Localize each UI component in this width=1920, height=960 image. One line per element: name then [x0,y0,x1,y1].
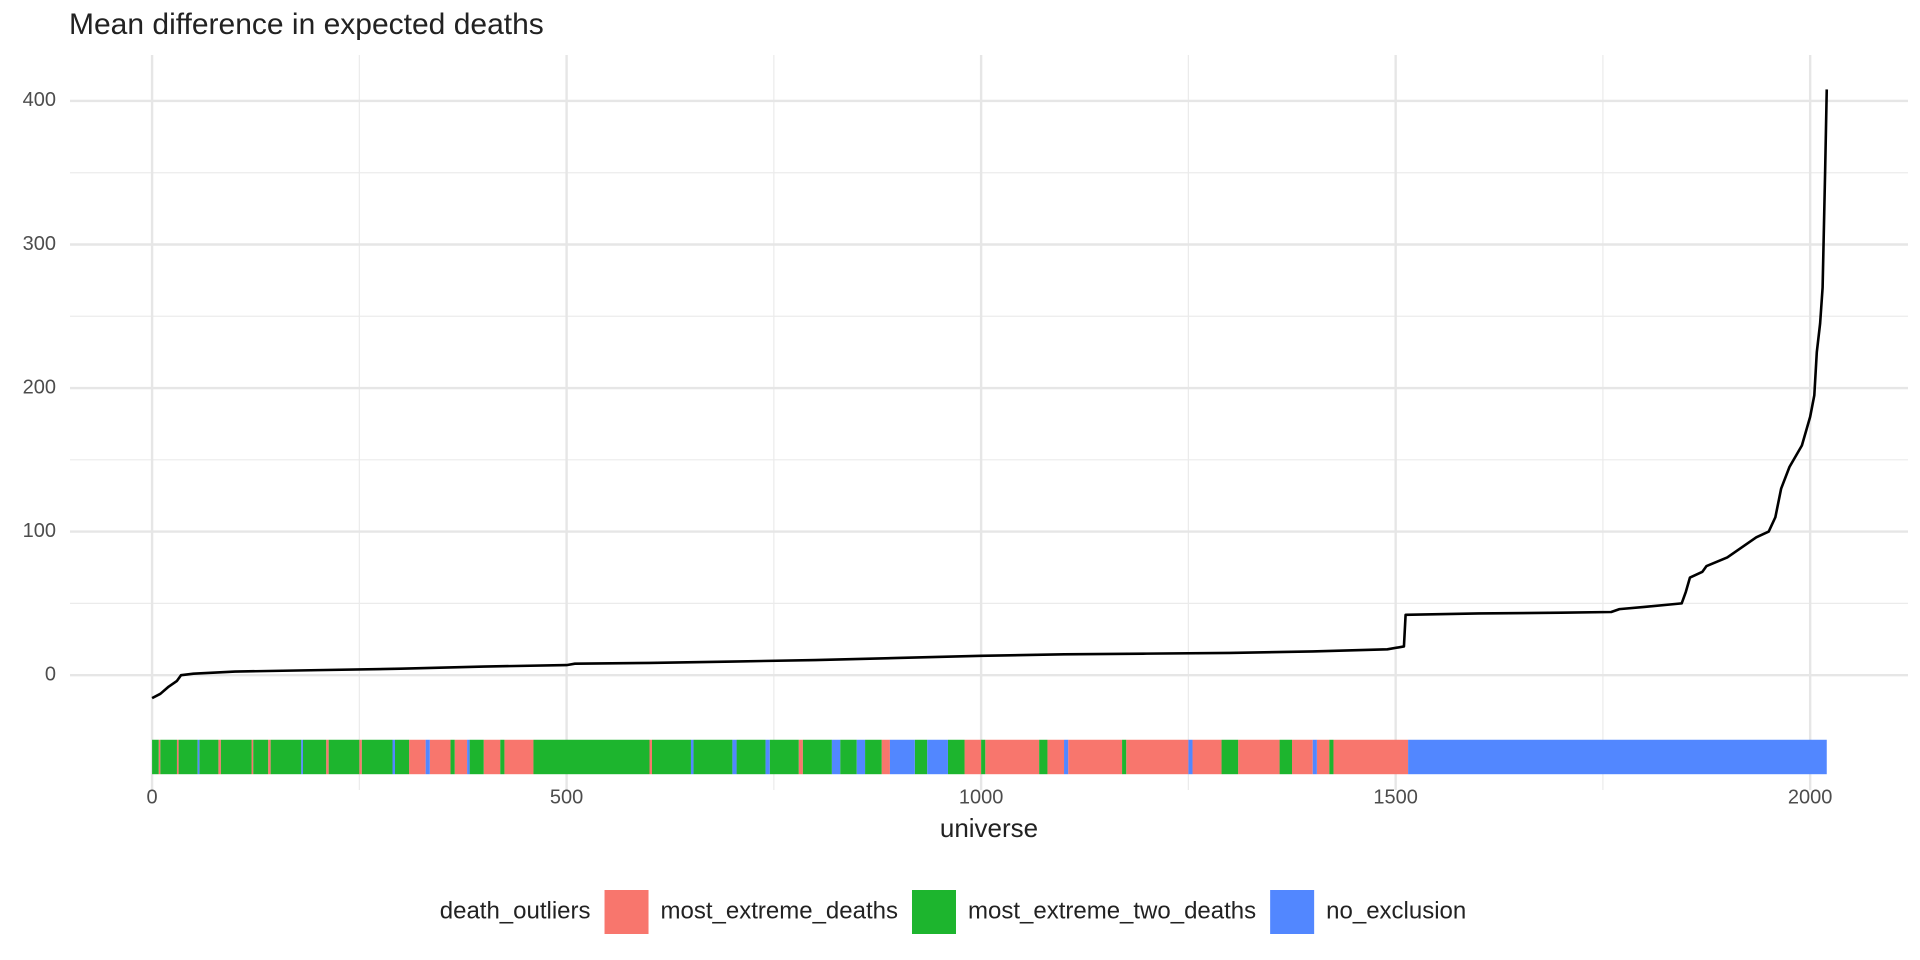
strip-segment [769,739,799,775]
legend-label: no_exclusion [1326,897,1466,924]
strip-segment [927,739,948,775]
x-axis-label: universe [940,813,1038,843]
strip-segment [425,739,430,775]
strip-segment [798,739,803,775]
strip-segment [1126,739,1189,775]
strip-segment [361,739,393,775]
strip-segment [394,739,410,775]
strip-segment [220,739,252,775]
legend-title: death_outliers [440,897,591,924]
legend-swatch [911,890,956,934]
strip-segment [914,739,928,775]
strip-segment [802,739,832,775]
strip-segment [1221,739,1239,775]
y-tick-label: 200 [23,376,56,398]
data-line [151,89,1829,700]
strip-segment [450,739,455,775]
strip-segment [253,739,269,775]
strip-segment [251,739,254,775]
strip-segment [732,739,737,775]
strip-segment [326,739,329,775]
legend-swatch [1270,890,1315,934]
strip-segment [1333,739,1409,775]
strip-segment [158,739,161,775]
x-tick-label: 1000 [959,786,1004,808]
strip-segment [1292,739,1313,775]
strip-segment [454,739,468,775]
strip-segment [1312,739,1317,775]
strip-segment [302,739,327,775]
strip-segment [649,739,652,775]
strip-segment [178,739,198,775]
strip-segment [690,739,694,775]
strip-segment [270,739,302,775]
strip-segment [1279,739,1293,775]
strip-segment [736,739,766,775]
strip-segment [1068,739,1123,775]
strip-segment [429,739,451,775]
strip-segment [1047,739,1065,775]
legend-swatch [604,890,649,934]
strip-segment [467,739,470,775]
strip-segment [392,739,395,775]
strip-segment [840,739,857,775]
strip-segment [765,739,770,775]
strip-segment [152,739,159,775]
strip-segment [176,739,179,775]
y-tick-label: 100 [23,520,56,542]
strip-segment [1188,739,1193,775]
x-tick-label: 0 [147,786,158,808]
strip-segment [483,739,501,775]
strip-segment [881,739,890,775]
strip-segment [1064,739,1069,775]
legend: death_outliers most_extreme_deaths most_ex… [440,890,1466,934]
strip-segment [947,739,965,775]
strip-segment [1316,739,1330,775]
strip-segment [865,739,882,775]
strip-segment [889,739,915,775]
strip-segment [469,739,484,775]
strip-segment [500,739,505,775]
strip-segment [328,739,360,775]
strip-segment [1408,739,1827,775]
strip-segment [651,739,691,775]
strip-segment [268,739,271,775]
strip-segment [1122,739,1127,775]
strip-segment [964,739,982,775]
x-tick-label: 500 [550,786,583,808]
strip-segment [504,739,534,775]
strip-segment [409,739,426,775]
legend-label: most_extreme_two_deaths [968,897,1256,924]
strip-segment [359,739,362,775]
strip-segment [856,739,866,775]
strip-segment [831,739,841,775]
strip-segment [301,739,303,775]
y-tick-label: 300 [23,233,56,255]
legend-label: most_extreme_deaths [661,897,898,924]
y-tick-label: 0 [45,663,56,685]
strip-segment [693,739,733,775]
strip-segment [1039,739,1048,775]
strip-segment [1329,739,1334,775]
y-tick-label: 400 [23,89,56,111]
strip-segment [1238,739,1280,775]
strip-segment [533,739,650,775]
strip-segment [160,739,177,775]
strip-segment [218,739,221,775]
strip-segment [1192,739,1222,775]
strip-segment [985,739,1040,775]
x-tick-label: 2000 [1788,786,1833,808]
strip-segment [197,739,200,775]
strip-segment [199,739,219,775]
chart-title: Mean difference in expected deaths [69,8,544,41]
x-tick-label: 1500 [1373,786,1418,808]
strip-segment [981,739,986,775]
